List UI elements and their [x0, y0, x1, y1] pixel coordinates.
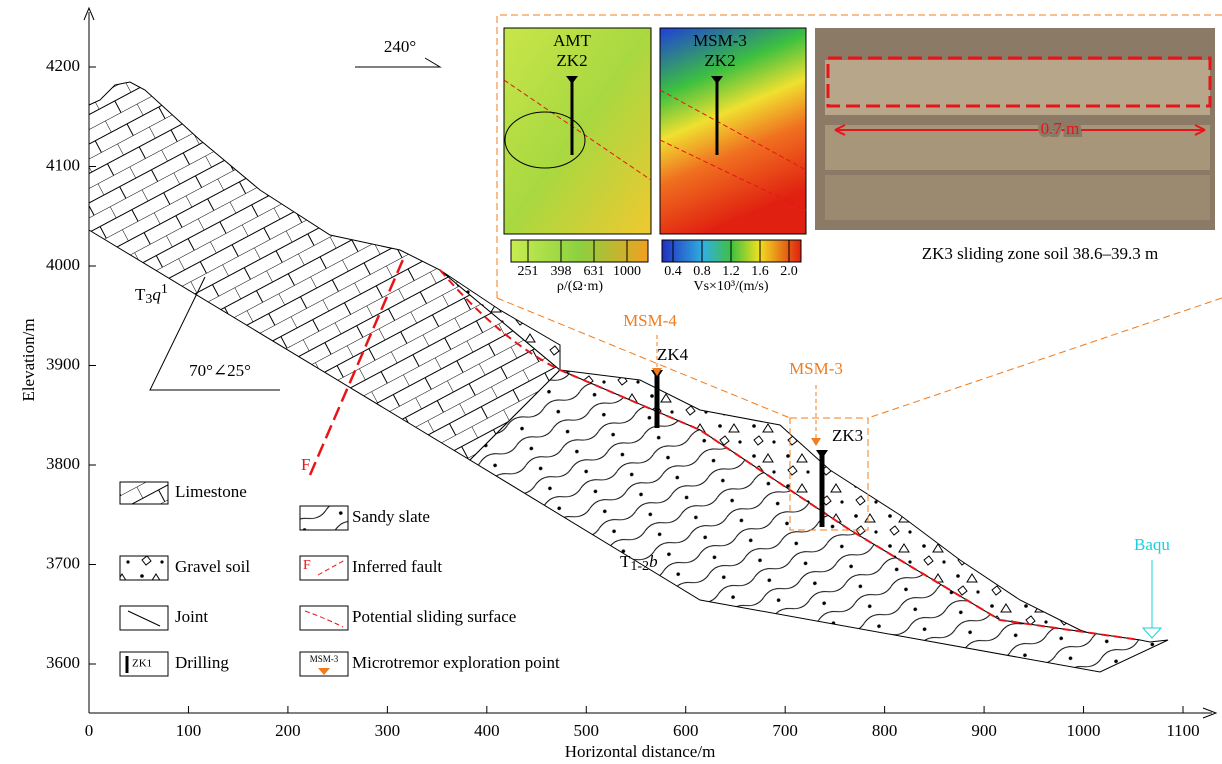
- msm-hole: ZK2: [704, 51, 735, 70]
- legend-label: Joint: [175, 607, 208, 626]
- legend-fault-icon: F: [303, 558, 311, 573]
- y-tick-label: 3600: [46, 653, 80, 672]
- fault-label: F: [301, 455, 310, 474]
- page: {"axes": {"x_label": "Horizontal distanc…: [0, 0, 1222, 764]
- cross-section: [84, 8, 1222, 718]
- legend-drill-icon: ZK1: [132, 658, 152, 670]
- river-label: Baqu: [1134, 535, 1170, 554]
- figure: Elevation/m Horizontal distance/m 240° T…: [0, 0, 1222, 764]
- y-axis-label: Elevation/m: [19, 318, 38, 401]
- x-tick-label: 800: [872, 721, 898, 740]
- attitude: 70°∠25°: [189, 361, 251, 380]
- colorbar-tick-label: 398: [551, 264, 572, 279]
- y-tick-label: 3800: [46, 454, 80, 473]
- x-tick-label: 1100: [1166, 721, 1199, 740]
- colorbar-tick-label: 0.4: [664, 264, 682, 279]
- direction: 240°: [384, 37, 416, 56]
- legend-label: Gravel soil: [175, 557, 250, 576]
- colorbar-tick-label: 1000: [613, 264, 641, 279]
- formation-sup: 1: [161, 282, 168, 297]
- zk4-label: ZK4: [657, 345, 689, 364]
- legend-label: Limestone: [175, 482, 247, 501]
- colorbar-tick-label: 2.0: [780, 264, 798, 279]
- msm3-label: MSM-3: [789, 359, 843, 378]
- formation-italic: b: [649, 552, 658, 571]
- x-tick-label: 0: [85, 721, 94, 740]
- legend-label: Microtremor exploration point: [352, 653, 560, 672]
- x-tick-label: 700: [772, 721, 798, 740]
- x-tick-label: 900: [971, 721, 997, 740]
- photo-scale: 0.7 m: [1041, 119, 1080, 138]
- x-tick-label: 400: [474, 721, 500, 740]
- y-tick-label: 3700: [46, 553, 80, 572]
- x-tick-label: 300: [375, 721, 401, 740]
- colorbar-tick-label: 1.2: [722, 264, 740, 279]
- y-tick-label: 4000: [46, 255, 80, 274]
- msm-unit: Vs×10³/(m/s): [693, 279, 768, 294]
- y-tick-label: 3900: [46, 354, 80, 373]
- legend-msm-icon: MSM-3: [310, 654, 339, 664]
- legend-label: Sandy slate: [352, 507, 430, 526]
- zk3-label: ZK3: [832, 426, 863, 445]
- photo-caption: ZK3 sliding zone soil 38.6–39.3 m: [922, 244, 1159, 263]
- x-axis-label: Horizontal distance/m: [565, 742, 716, 761]
- x-tick-label: 600: [673, 721, 699, 740]
- formation-base: T: [135, 285, 146, 304]
- formation-sub: 1-2: [630, 559, 649, 574]
- msm4-label: MSM-4: [623, 311, 677, 330]
- x-tick-label: 1000: [1067, 721, 1101, 740]
- formation-sub: 3: [145, 292, 152, 307]
- amt-hole: ZK2: [556, 51, 587, 70]
- legend-label: Drilling: [175, 653, 229, 672]
- formation-base: T: [620, 552, 631, 571]
- y-tick-label: 4100: [46, 155, 80, 174]
- amt-unit: ρ/(Ω·m): [557, 279, 603, 294]
- colorbar-tick-label: 631: [584, 264, 605, 279]
- formation-upper: T3q1: [135, 282, 168, 307]
- x-tick-label: 500: [574, 721, 600, 740]
- y-tick-label: 4200: [46, 56, 80, 75]
- x-tick-label: 100: [176, 721, 202, 740]
- msm-title: MSM-3: [693, 31, 747, 50]
- amt-title: AMT: [553, 31, 591, 50]
- colorbar-tick-label: 1.6: [751, 264, 769, 279]
- colorbar-tick-label: 0.8: [693, 264, 711, 279]
- legend-label: Inferred fault: [352, 557, 442, 576]
- colorbar-tick-label: 251: [518, 264, 539, 279]
- x-tick-label: 200: [275, 721, 301, 740]
- legend-label: Potential sliding surface: [352, 607, 516, 626]
